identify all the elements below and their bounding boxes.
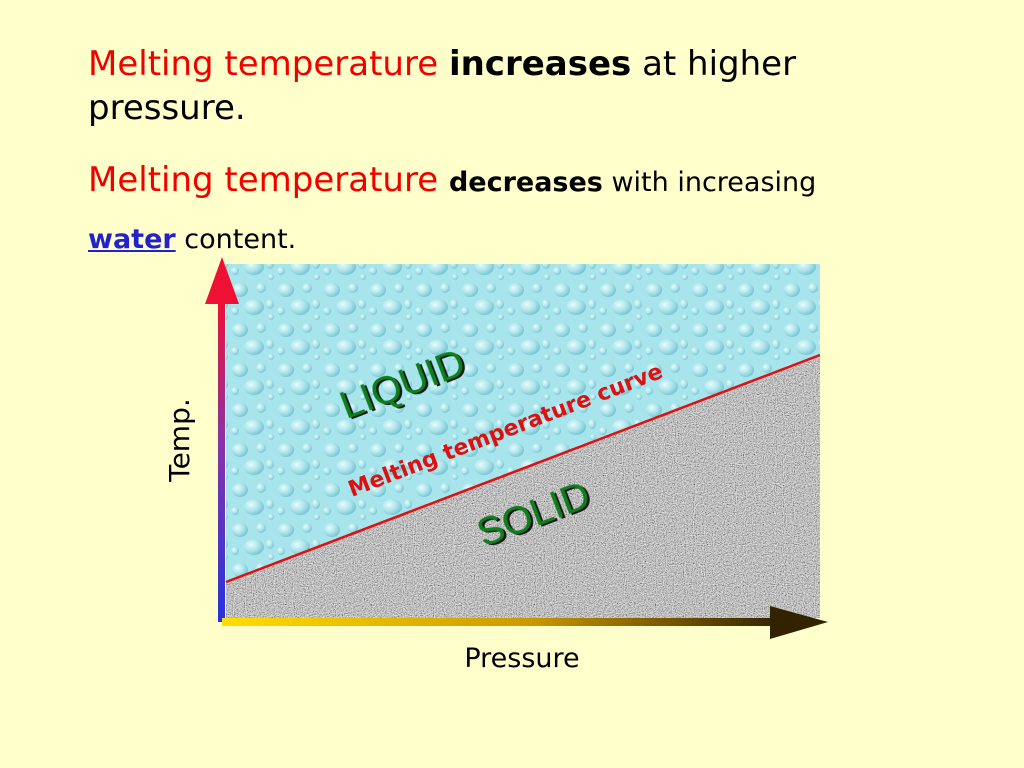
increases-text: increases [448,44,632,84]
statement-line-1: Melting temperature increases at higher [88,44,796,84]
pressure-text: pressure. [88,88,246,128]
melting-temperature-text-2: Melting temperature [88,160,449,200]
pressure-axis-arrow [222,606,828,639]
with-increasing-text: with increasing [602,167,817,198]
statement-line-2: pressure. [88,88,246,128]
statement-line-4: water content. [88,224,296,255]
at-higher-text: at higher [631,44,797,84]
content-text: content. [175,224,297,255]
melting-curve-line [225,353,821,584]
melting-temperature-text: Melting temperature [88,44,449,84]
temperature-axis-arrow [205,257,239,622]
y-axis-label: Temp. [163,398,196,483]
x-axis-label: Pressure [464,643,579,674]
statement-line-3: Melting temperature decreases with incre… [88,160,816,200]
decreases-text: decreases [448,167,603,198]
water-text: water [88,224,176,255]
